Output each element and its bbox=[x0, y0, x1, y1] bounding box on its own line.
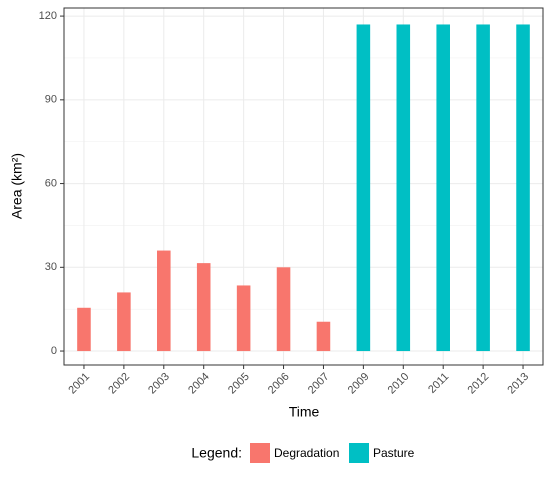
y-tick-label: 90 bbox=[45, 94, 57, 106]
legend-label: Pasture bbox=[373, 446, 415, 460]
bar bbox=[276, 267, 291, 352]
y-axis-title: Area (km²) bbox=[9, 153, 25, 219]
bar bbox=[77, 307, 91, 352]
bar bbox=[356, 24, 371, 352]
bar bbox=[316, 321, 331, 352]
bar bbox=[157, 250, 171, 352]
legend-title: Legend: bbox=[191, 445, 242, 461]
x-axis-title: Time bbox=[289, 404, 320, 420]
legend-key bbox=[349, 443, 369, 463]
bar bbox=[476, 24, 490, 352]
y-tick-label: 0 bbox=[51, 345, 57, 357]
y-tick-label: 60 bbox=[45, 177, 57, 189]
legend-label: Degradation bbox=[274, 446, 339, 460]
bar bbox=[117, 292, 131, 352]
bar bbox=[236, 285, 251, 352]
bar bbox=[516, 24, 530, 352]
bar bbox=[436, 24, 450, 352]
bar bbox=[396, 24, 411, 352]
bar bbox=[196, 263, 211, 352]
plot-border bbox=[63, 7, 544, 366]
legend-key bbox=[250, 443, 270, 463]
y-tick-label: 30 bbox=[45, 261, 57, 273]
y-tick-label: 120 bbox=[39, 10, 57, 22]
